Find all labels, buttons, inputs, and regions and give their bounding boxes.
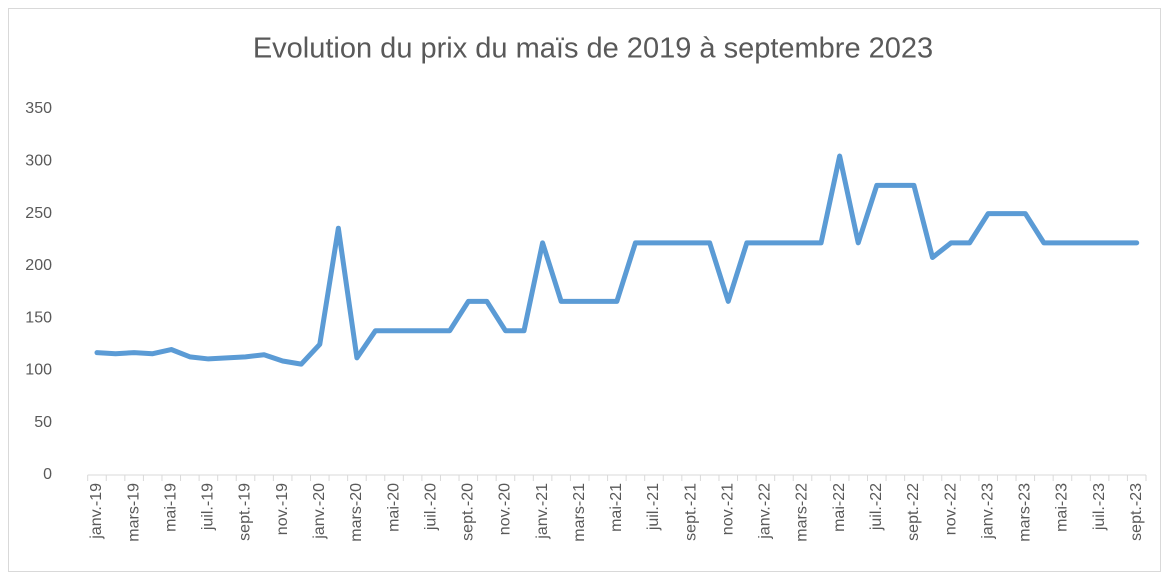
chart-title: Evolution du prix du maïs de 2019 à sept… — [253, 33, 933, 65]
x-tick-label: nov.-22 — [942, 483, 959, 535]
x-tick-label: juil.-23 — [1091, 483, 1108, 531]
x-tick-label: juil.-22 — [868, 483, 885, 531]
x-tick-label: mars-22 — [794, 483, 811, 542]
x-tick-label: juil.-20 — [422, 483, 439, 531]
x-tick-label: mai-23 — [1054, 483, 1071, 532]
x-tick-label: sept.-22 — [905, 483, 922, 541]
y-tick-label: 300 — [25, 153, 52, 170]
y-tick-label: 0 — [43, 466, 52, 483]
x-tick-label: mars-20 — [348, 483, 365, 542]
x-tick-label: sept.-19 — [237, 483, 254, 541]
x-tick-label: mai-22 — [831, 483, 848, 532]
x-tick-label: janv.-23 — [979, 483, 996, 540]
x-tick-label: janv.-22 — [757, 483, 774, 540]
x-tick-label: nov.-21 — [719, 483, 736, 535]
x-tick-label: sept.-23 — [1128, 483, 1145, 541]
x-tick-label: janv.-20 — [311, 483, 328, 540]
x-tick-label: mars-19 — [125, 483, 142, 542]
x-tick-label: mai-20 — [385, 483, 402, 532]
x-tick-label: janv.-21 — [534, 483, 551, 540]
chart-border — [8, 8, 1161, 572]
y-tick-label: 350 — [25, 100, 52, 117]
x-tick-label: nov.-19 — [274, 483, 291, 535]
y-tick-label: 250 — [25, 205, 52, 222]
x-tick-label: sept.-20 — [460, 483, 477, 541]
y-tick-label: 50 — [34, 414, 52, 431]
x-tick-label: janv.-19 — [88, 483, 105, 540]
x-tick-label: nov.-20 — [497, 483, 514, 535]
x-tick-label: juil.-19 — [200, 483, 217, 531]
y-tick-label: 100 — [25, 362, 52, 379]
line-series — [94, 153, 1140, 367]
x-tick-label: juil.-21 — [645, 483, 662, 531]
y-tick-label: 150 — [25, 309, 52, 326]
x-tick-label: mars-21 — [571, 483, 588, 542]
x-tick-label: mai-19 — [162, 483, 179, 532]
x-tick-label: sept.-21 — [682, 483, 699, 541]
x-tick-label: mars-23 — [1017, 483, 1034, 542]
y-tick-label: 200 — [25, 257, 52, 274]
x-tick-label: mai-21 — [608, 483, 625, 532]
